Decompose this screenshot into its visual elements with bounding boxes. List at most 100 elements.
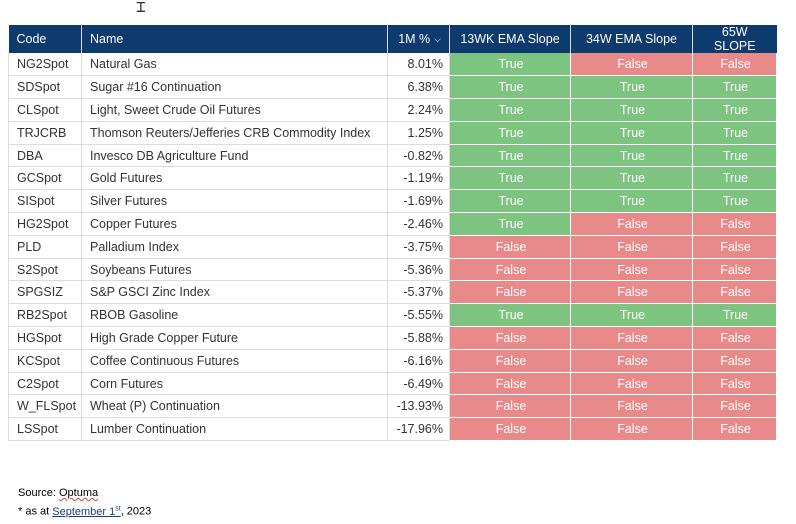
cell-34w-ema: False <box>570 372 693 396</box>
table-row: C2Spot Corn Futures -6.49% False False False <box>8 372 777 396</box>
as-at-prefix: * as at <box>18 505 53 518</box>
cell-name: Lumber Continuation <box>81 417 388 442</box>
cell-13wk-ema: True <box>449 121 571 145</box>
column-header-13wk-ema[interactable]: 13WK EMA Slope <box>449 25 571 53</box>
cell-code: SPGSIZ <box>8 280 82 305</box>
cell-65w-slope: False <box>692 235 777 259</box>
cell-name: Wheat (P) Continuation <box>81 394 388 419</box>
cell-34w-ema: False <box>570 258 693 282</box>
cell-13wk-ema: False <box>449 349 571 373</box>
cell-code: LSSpot <box>8 417 82 442</box>
source-prefix: Source: <box>18 487 59 499</box>
column-header-1m-pct[interactable]: 1M % ⌵ <box>387 25 450 53</box>
cell-1m-pct: -2.46% <box>387 212 450 236</box>
cell-65w-slope: True <box>692 144 777 168</box>
source-name: Optuma <box>58 487 99 499</box>
table-row: TRJCRB Thomson Reuters/Jefferies CRB Comm… <box>8 121 777 145</box>
commodity-table: Code Name 1M % ⌵ 13WK EMA Slope 34W EMA S… <box>8 25 777 442</box>
cell-13wk-ema: False <box>449 326 571 350</box>
cell-code: RB2Spot <box>8 303 82 328</box>
cell-34w-ema: True <box>570 303 693 328</box>
cell-13wk-ema: False <box>449 417 571 442</box>
table-row: SDSpot Sugar #16 Continuation 6.38% True Tru… <box>8 75 777 100</box>
cell-65w-slope: False <box>692 212 777 236</box>
cell-1m-pct: -5.55% <box>387 303 450 328</box>
cell-34w-ema: True <box>570 75 693 100</box>
table-row: CLSpot Light, Sweet Crude Oil Futures 2.24… <box>8 98 777 122</box>
cell-34w-ema: True <box>570 166 693 191</box>
cell-name: Light, Sweet Crude Oil Futures <box>81 98 388 122</box>
cell-1m-pct: -5.37% <box>387 280 450 305</box>
cell-name: Soybeans Futures <box>81 258 388 282</box>
cell-name: Palladium Index <box>81 235 388 259</box>
cell-65w-slope: True <box>692 166 777 191</box>
cell-code: S2Spot <box>8 258 82 282</box>
cell-1m-pct: -1.69% <box>387 189 450 214</box>
cell-code: PLD <box>8 235 82 259</box>
table-row: GCSpot Gold Futures -1.19% True True True <box>8 166 777 191</box>
cell-34w-ema: False <box>570 235 693 259</box>
cell-code: C2Spot <box>8 372 82 396</box>
source-line: Source: Optuma <box>18 486 151 501</box>
column-header-name[interactable]: Name <box>81 25 388 53</box>
cell-13wk-ema: False <box>449 280 571 305</box>
as-at-date-text: September 1 <box>52 505 116 518</box>
table-header-row: Code Name 1M % ⌵ 13WK EMA Slope 34W EMA S… <box>8 25 777 53</box>
cell-code: NG2Spot <box>8 53 82 77</box>
cell-code: CLSpot <box>8 98 82 122</box>
table-row: LSSpot Lumber Continuation -17.96% False Fal… <box>8 417 777 442</box>
cell-name: High Grade Copper Future <box>81 326 388 350</box>
cell-1m-pct: -0.82% <box>387 144 450 168</box>
chevron-down-icon[interactable]: ⌵ <box>434 34 441 44</box>
cell-34w-ema: False <box>570 212 693 236</box>
table-row: KCSpot Coffee Continuous Futures -6.16% Fal… <box>8 349 777 373</box>
cell-1m-pct: -6.16% <box>387 349 450 373</box>
cell-34w-ema: False <box>570 394 693 419</box>
cell-34w-ema: False <box>570 53 693 77</box>
cell-34w-ema: True <box>570 144 693 168</box>
cell-1m-pct: -3.75% <box>387 235 450 259</box>
cell-name: Coffee Continuous Futures <box>81 349 388 373</box>
column-header-1m-pct-label: 1M % <box>398 32 431 46</box>
cell-name: Thomson Reuters/Jefferies CRB Commodity … <box>81 121 388 145</box>
cell-65w-slope: False <box>692 372 777 396</box>
cell-1m-pct: -13.93% <box>387 394 450 419</box>
cell-65w-slope: True <box>692 303 777 328</box>
cell-13wk-ema: False <box>449 235 571 259</box>
column-header-65w-slope[interactable]: 65W SLOPE <box>692 25 777 53</box>
table-row: HGSpot High Grade Copper Future -5.88% Fals… <box>8 326 777 350</box>
cell-1m-pct: 6.38% <box>387 75 450 100</box>
as-at-line: * as at September 1st, 2023 <box>18 501 151 520</box>
table-row: DBA Invesco DB Agriculture Fund -0.82% True… <box>8 144 777 168</box>
cell-13wk-ema: True <box>449 189 571 214</box>
cell-65w-slope: False <box>692 349 777 373</box>
column-header-code[interactable]: Code <box>8 25 82 53</box>
cell-1m-pct: 8.01% <box>387 53 450 77</box>
cell-name: Gold Futures <box>81 166 388 191</box>
cell-65w-slope: False <box>692 280 777 305</box>
cell-34w-ema: True <box>570 98 693 122</box>
cell-13wk-ema: False <box>449 372 571 396</box>
cell-code: KCSpot <box>8 349 82 373</box>
table-row: PLD Palladium Index -3.75% False False False <box>8 235 777 259</box>
cell-65w-slope: False <box>692 394 777 419</box>
table-row: SISpot Silver Futures -1.69% True True True <box>8 189 777 214</box>
table-row: W_FLSpot Wheat (P) Continuation -13.93% Fal… <box>8 394 777 419</box>
cell-65w-slope: False <box>692 326 777 350</box>
cell-code: W_FLSpot <box>8 394 82 419</box>
cell-name: Silver Futures <box>81 189 388 214</box>
cell-65w-slope: False <box>692 53 777 77</box>
table-row: S2Spot Soybeans Futures -5.36% False False Fa… <box>8 258 777 282</box>
as-at-date-suffix: st <box>115 505 121 512</box>
footer-notes: Source: Optuma * as at September 1st, 20… <box>18 486 151 520</box>
cell-13wk-ema: True <box>449 53 571 77</box>
table-row: NG2Spot Natural Gas 8.01% True False False <box>8 53 777 77</box>
cell-code: HGSpot <box>8 326 82 350</box>
cell-34w-ema: False <box>570 326 693 350</box>
cell-34w-ema: True <box>570 121 693 145</box>
cell-name: S&P GSCI Zinc Index <box>81 280 388 305</box>
column-header-34w-ema[interactable]: 34W EMA Slope <box>570 25 693 53</box>
cell-34w-ema: False <box>570 417 693 442</box>
cell-34w-ema: True <box>570 189 693 214</box>
cell-65w-slope: True <box>692 121 777 145</box>
